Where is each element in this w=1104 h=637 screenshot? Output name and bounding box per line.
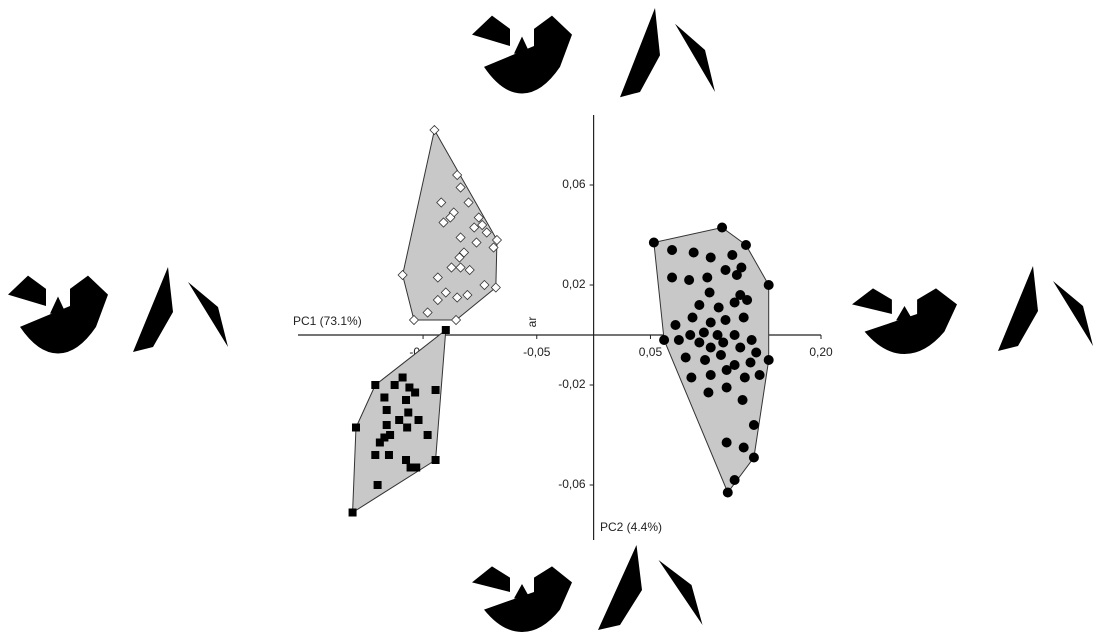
x-axis-label: PC1 (73.1%) [293, 314, 362, 328]
point [694, 300, 704, 310]
point [667, 245, 677, 255]
point [659, 335, 669, 345]
point [720, 315, 730, 325]
point [385, 451, 393, 459]
point [718, 338, 728, 348]
x-tick-label: 0,20 [809, 345, 833, 359]
point [383, 406, 391, 414]
point [700, 355, 710, 365]
point [686, 373, 696, 383]
point [706, 253, 716, 263]
point [735, 343, 745, 353]
point [411, 389, 419, 397]
point [739, 443, 749, 453]
point [442, 326, 450, 334]
point [751, 348, 761, 358]
point [374, 481, 382, 489]
point [674, 335, 684, 345]
point [706, 370, 716, 380]
point [694, 338, 704, 348]
point [684, 275, 694, 285]
y-tick-label: 0,02 [562, 277, 586, 291]
point [705, 288, 715, 298]
point [349, 509, 357, 517]
point [746, 358, 756, 368]
point [371, 451, 379, 459]
point [649, 238, 659, 248]
point [764, 355, 774, 365]
point [739, 313, 749, 323]
point [703, 388, 713, 398]
point [432, 386, 440, 394]
point [685, 330, 695, 340]
point [722, 365, 732, 375]
shape-diagram [8, 8, 1093, 632]
point [706, 343, 716, 353]
point [740, 373, 750, 383]
point [432, 456, 440, 464]
point [749, 420, 759, 430]
point [722, 438, 732, 448]
x-tick-label: 0,05 [639, 345, 663, 359]
chart: -0,15-0,050,050,200,060,02-0,02-0,06 PC1… [0, 0, 1104, 632]
point [764, 280, 774, 290]
point [352, 424, 360, 432]
point [376, 439, 384, 447]
point [749, 453, 759, 463]
point [688, 313, 698, 323]
point [714, 303, 724, 313]
point [667, 273, 677, 283]
x-tick-label: -0,05 [523, 345, 551, 359]
point [402, 456, 410, 464]
point [424, 431, 432, 439]
point [407, 464, 415, 472]
y-axis-label: PC2 (4.4%) [600, 520, 662, 534]
point [395, 416, 403, 424]
point [741, 240, 751, 250]
point [732, 270, 742, 280]
point [380, 394, 388, 402]
point [717, 223, 727, 233]
plot-area: -0,15-0,050,050,200,060,02-0,02-0,06 [298, 115, 833, 540]
point [723, 488, 733, 498]
point [371, 381, 379, 389]
point [402, 396, 410, 404]
point [391, 381, 399, 389]
y-tick-label: -0,06 [558, 477, 586, 491]
point [720, 265, 730, 275]
point [699, 328, 709, 338]
point [742, 295, 752, 305]
point [415, 416, 423, 424]
point [383, 421, 391, 429]
point [730, 298, 740, 308]
point [689, 248, 699, 258]
point [404, 409, 412, 417]
annotation: ar [525, 317, 539, 328]
y-tick-label: -0,02 [558, 377, 586, 391]
point [386, 431, 394, 439]
point [706, 318, 716, 328]
point [399, 374, 407, 382]
point [727, 250, 737, 260]
point [670, 320, 680, 330]
point [403, 424, 411, 432]
point [716, 350, 726, 360]
y-tick-label: 0,06 [562, 177, 586, 191]
point [747, 335, 757, 345]
point [722, 383, 732, 393]
point [730, 330, 740, 340]
point [681, 353, 691, 363]
point [702, 273, 712, 283]
point [730, 475, 740, 485]
point [738, 395, 748, 405]
point [430, 126, 439, 135]
point [755, 370, 765, 380]
